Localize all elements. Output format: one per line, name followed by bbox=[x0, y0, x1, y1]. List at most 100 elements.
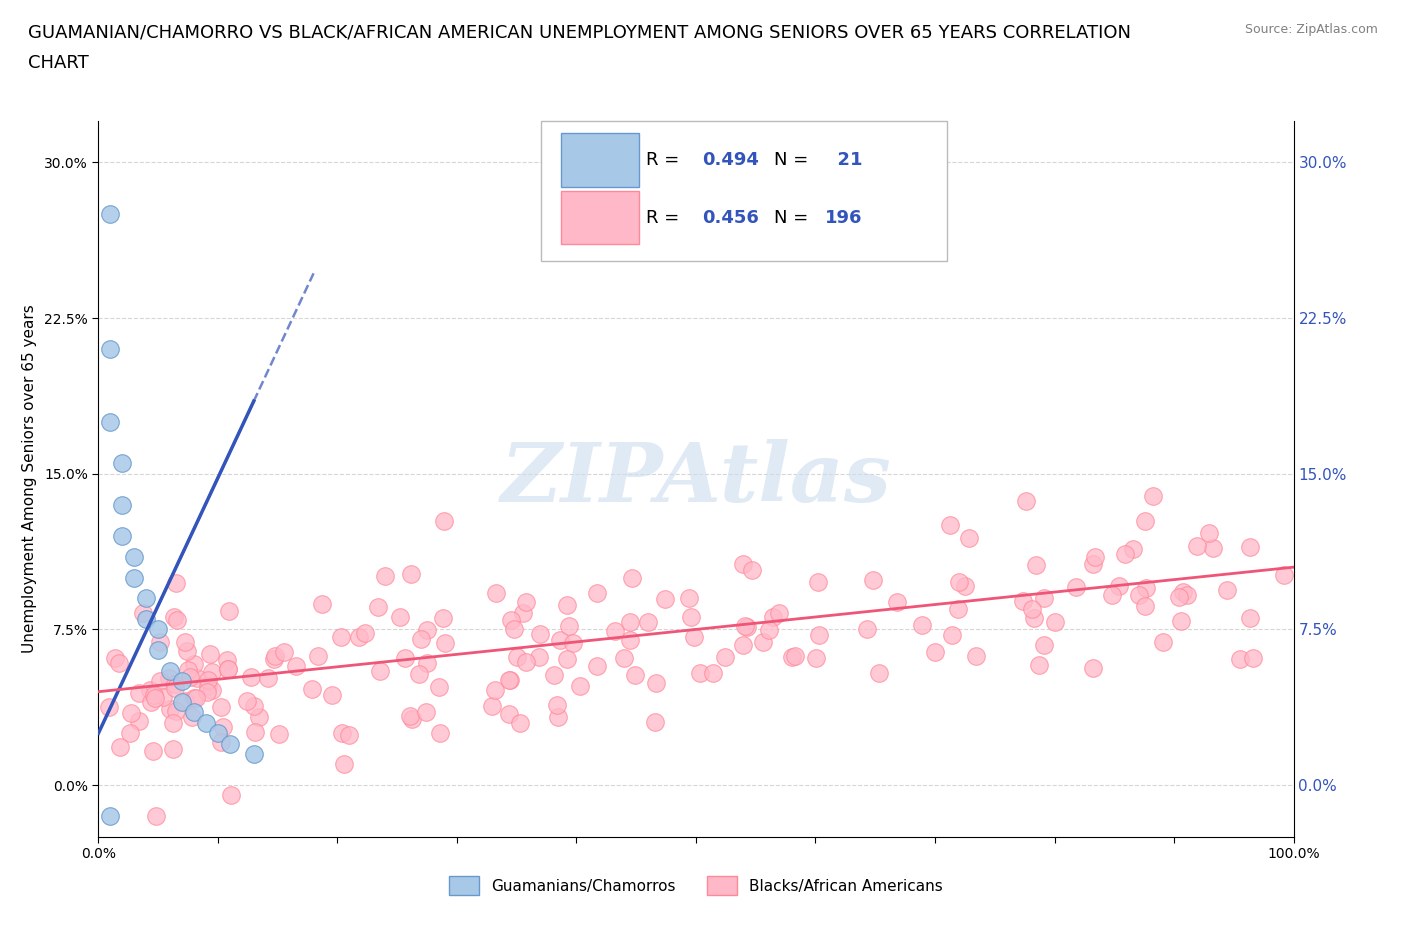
Point bbox=[247, 710, 270, 724]
FancyBboxPatch shape bbox=[561, 133, 638, 187]
Point bbox=[163, 609, 186, 624]
Point bbox=[239, 670, 262, 684]
Point bbox=[207, 725, 229, 740]
Point bbox=[702, 665, 724, 680]
Point bbox=[235, 694, 257, 709]
Point bbox=[1167, 590, 1189, 604]
Point bbox=[124, 570, 146, 585]
Point bbox=[1022, 610, 1045, 625]
Point bbox=[173, 693, 195, 708]
Point bbox=[785, 649, 807, 664]
Text: 0.494: 0.494 bbox=[702, 152, 759, 169]
Point bbox=[217, 662, 239, 677]
Point bbox=[948, 574, 970, 589]
Point bbox=[613, 650, 636, 665]
Point bbox=[758, 623, 780, 638]
Point bbox=[148, 643, 170, 658]
Point bbox=[128, 685, 150, 700]
Point bbox=[374, 569, 396, 584]
Point bbox=[762, 610, 785, 625]
Point bbox=[394, 651, 416, 666]
Point bbox=[183, 657, 205, 671]
Point bbox=[1043, 615, 1066, 630]
Point bbox=[1170, 614, 1192, 629]
Point bbox=[768, 605, 790, 620]
Point bbox=[547, 710, 569, 724]
Point bbox=[924, 644, 946, 659]
Point bbox=[1084, 550, 1107, 565]
Point bbox=[139, 695, 162, 710]
Point bbox=[143, 688, 166, 703]
Point bbox=[561, 635, 583, 650]
Point bbox=[941, 628, 963, 643]
Text: 0.456: 0.456 bbox=[702, 208, 759, 227]
Point bbox=[219, 737, 242, 751]
Point bbox=[195, 715, 218, 730]
Point bbox=[195, 684, 218, 699]
Point bbox=[509, 716, 531, 731]
Point bbox=[333, 757, 356, 772]
Point bbox=[1101, 588, 1123, 603]
Point bbox=[1171, 584, 1194, 599]
Point bbox=[555, 652, 578, 667]
Point bbox=[256, 671, 278, 685]
Point bbox=[620, 571, 643, 586]
Text: Source: ZipAtlas.com: Source: ZipAtlas.com bbox=[1244, 23, 1378, 36]
Point bbox=[180, 710, 202, 724]
Point bbox=[367, 600, 389, 615]
Point bbox=[98, 206, 122, 221]
Point bbox=[197, 672, 219, 687]
Point bbox=[427, 679, 450, 694]
Point bbox=[807, 575, 830, 590]
Point bbox=[411, 631, 433, 646]
Point bbox=[484, 683, 506, 698]
Point bbox=[157, 671, 180, 685]
Point bbox=[1133, 514, 1156, 529]
Point bbox=[111, 528, 134, 543]
Point bbox=[1083, 660, 1105, 675]
Point bbox=[415, 704, 437, 719]
Text: N =: N = bbox=[773, 208, 814, 227]
Point bbox=[148, 622, 170, 637]
Point bbox=[586, 585, 609, 600]
Point bbox=[681, 610, 703, 625]
Text: GUAMANIAN/CHAMORRO VS BLACK/AFRICAN AMERICAN UNEMPLOYMENT AMONG SENIORS OVER 65 : GUAMANIAN/CHAMORRO VS BLACK/AFRICAN AMER… bbox=[28, 23, 1130, 41]
Point bbox=[498, 706, 520, 721]
Point bbox=[124, 550, 146, 565]
Point bbox=[284, 658, 307, 673]
Text: R =: R = bbox=[645, 208, 685, 227]
Point bbox=[329, 630, 352, 644]
Point bbox=[499, 613, 522, 628]
Point bbox=[955, 578, 977, 593]
Point bbox=[243, 747, 266, 762]
Point bbox=[152, 690, 174, 705]
Point bbox=[401, 711, 423, 726]
Point bbox=[619, 614, 641, 629]
Point bbox=[264, 649, 287, 664]
Point bbox=[399, 709, 422, 724]
Point bbox=[683, 630, 706, 644]
Point bbox=[1215, 582, 1237, 597]
Point bbox=[176, 644, 198, 658]
Point bbox=[1187, 538, 1209, 553]
Point bbox=[481, 698, 503, 713]
Point bbox=[172, 695, 194, 710]
Point bbox=[209, 699, 232, 714]
Point bbox=[1122, 541, 1144, 556]
Point bbox=[183, 691, 205, 706]
Point bbox=[1133, 599, 1156, 614]
Point bbox=[1239, 539, 1261, 554]
Point bbox=[311, 597, 333, 612]
Point bbox=[163, 680, 186, 695]
Point bbox=[529, 627, 551, 642]
Point bbox=[654, 591, 676, 606]
Text: 196: 196 bbox=[825, 208, 862, 227]
Point bbox=[543, 668, 565, 683]
Point bbox=[429, 726, 451, 741]
Point bbox=[118, 725, 141, 740]
Point bbox=[98, 342, 122, 357]
Point bbox=[1021, 602, 1043, 617]
Point bbox=[165, 703, 187, 718]
Point bbox=[546, 698, 568, 712]
Point bbox=[132, 606, 155, 621]
